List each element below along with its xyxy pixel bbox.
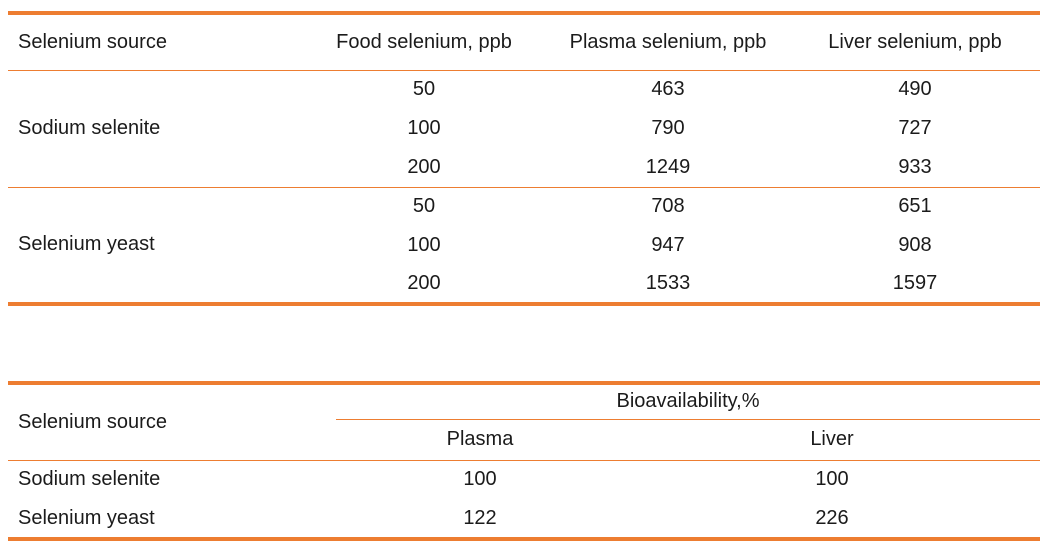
column-header-plasma-selenium: Plasma selenium, ppb <box>546 13 790 71</box>
span-header-bioavailability: Bioavailability,% <box>336 383 1040 420</box>
table1-header-row: Selenium source Food selenium, ppb Plasm… <box>8 13 1040 71</box>
plasma-selenium-value: 947 <box>651 234 685 256</box>
plasma-selenium-value: 1249 <box>645 155 691 178</box>
table-row: 100 790 727 <box>8 109 1040 148</box>
table-row: Selenium yeast 122 226 <box>8 499 1040 539</box>
bioavailability-liver-value: 100 <box>815 468 849 491</box>
table-row: 200 1249 933 <box>8 148 1040 187</box>
liver-selenium-value: 490 <box>898 78 932 101</box>
table-row: Selenium yeast 50 708 651 <box>8 186 1040 304</box>
plasma-selenium-value: 1533 <box>645 272 691 294</box>
table-row: 200 1533 1597 <box>8 265 1040 304</box>
table-spacer <box>8 306 1040 381</box>
food-selenium-value: 200 <box>407 155 441 178</box>
liver-selenium-value: 651 <box>790 186 1040 226</box>
sub-column-header-plasma: Plasma <box>336 419 624 461</box>
bioavailability-liver-value: 226 <box>815 506 849 529</box>
food-selenium-value: 200 <box>407 272 441 294</box>
source-label-sodium-selenite: Sodium selenite <box>18 468 161 491</box>
row-group-label-sodium-selenite: Sodium selenite <box>18 117 161 139</box>
selenium-content-table: Selenium source Food selenium, ppb Plasm… <box>8 11 1040 306</box>
column-header-selenium-source: Selenium source <box>8 383 336 461</box>
plasma-selenium-value: 790 <box>651 117 685 139</box>
sub-column-header-liver: Liver <box>624 419 1040 461</box>
food-selenium-value: 50 <box>412 78 436 101</box>
bioavailability-plasma-value: 122 <box>463 506 497 529</box>
row-group-label-selenium-yeast: Selenium yeast <box>8 186 302 304</box>
liver-selenium-value: 727 <box>898 117 932 139</box>
food-selenium-value: 50 <box>302 186 546 226</box>
column-header-selenium-source: Selenium source <box>8 13 302 71</box>
food-selenium-value: 100 <box>407 234 441 256</box>
bioavailability-table: Selenium source Bioavailability,% Plasma… <box>8 381 1040 541</box>
bioavailability-plasma-value: 100 <box>463 468 497 491</box>
liver-selenium-value: 933 <box>898 155 932 178</box>
column-header-food-selenium: Food selenium, ppb <box>302 13 546 71</box>
plasma-selenium-value: 708 <box>546 186 790 226</box>
food-selenium-value: 100 <box>407 117 441 139</box>
liver-selenium-value: 908 <box>898 234 932 256</box>
column-header-liver-selenium: Liver selenium, ppb <box>790 13 1040 71</box>
table2-header-row-top: Selenium source Bioavailability,% <box>8 383 1040 461</box>
table-row: 100 947 908 <box>8 226 1040 265</box>
source-label-selenium-yeast: Selenium yeast <box>18 506 155 529</box>
selenium-yeast-group: Selenium yeast 50 708 651 100 947 908 20… <box>8 186 1040 304</box>
liver-selenium-value: 1597 <box>892 272 938 294</box>
plasma-selenium-value: 463 <box>651 78 685 101</box>
table-row: Sodium selenite 100 100 <box>8 460 1040 499</box>
sodium-selenite-group: Sodium selenite 50 463 490 100 790 727 2… <box>8 70 1040 187</box>
table2-header-row-sub: Plasma Liver <box>8 419 1040 461</box>
table-row: Sodium selenite 50 463 490 <box>8 70 1040 139</box>
